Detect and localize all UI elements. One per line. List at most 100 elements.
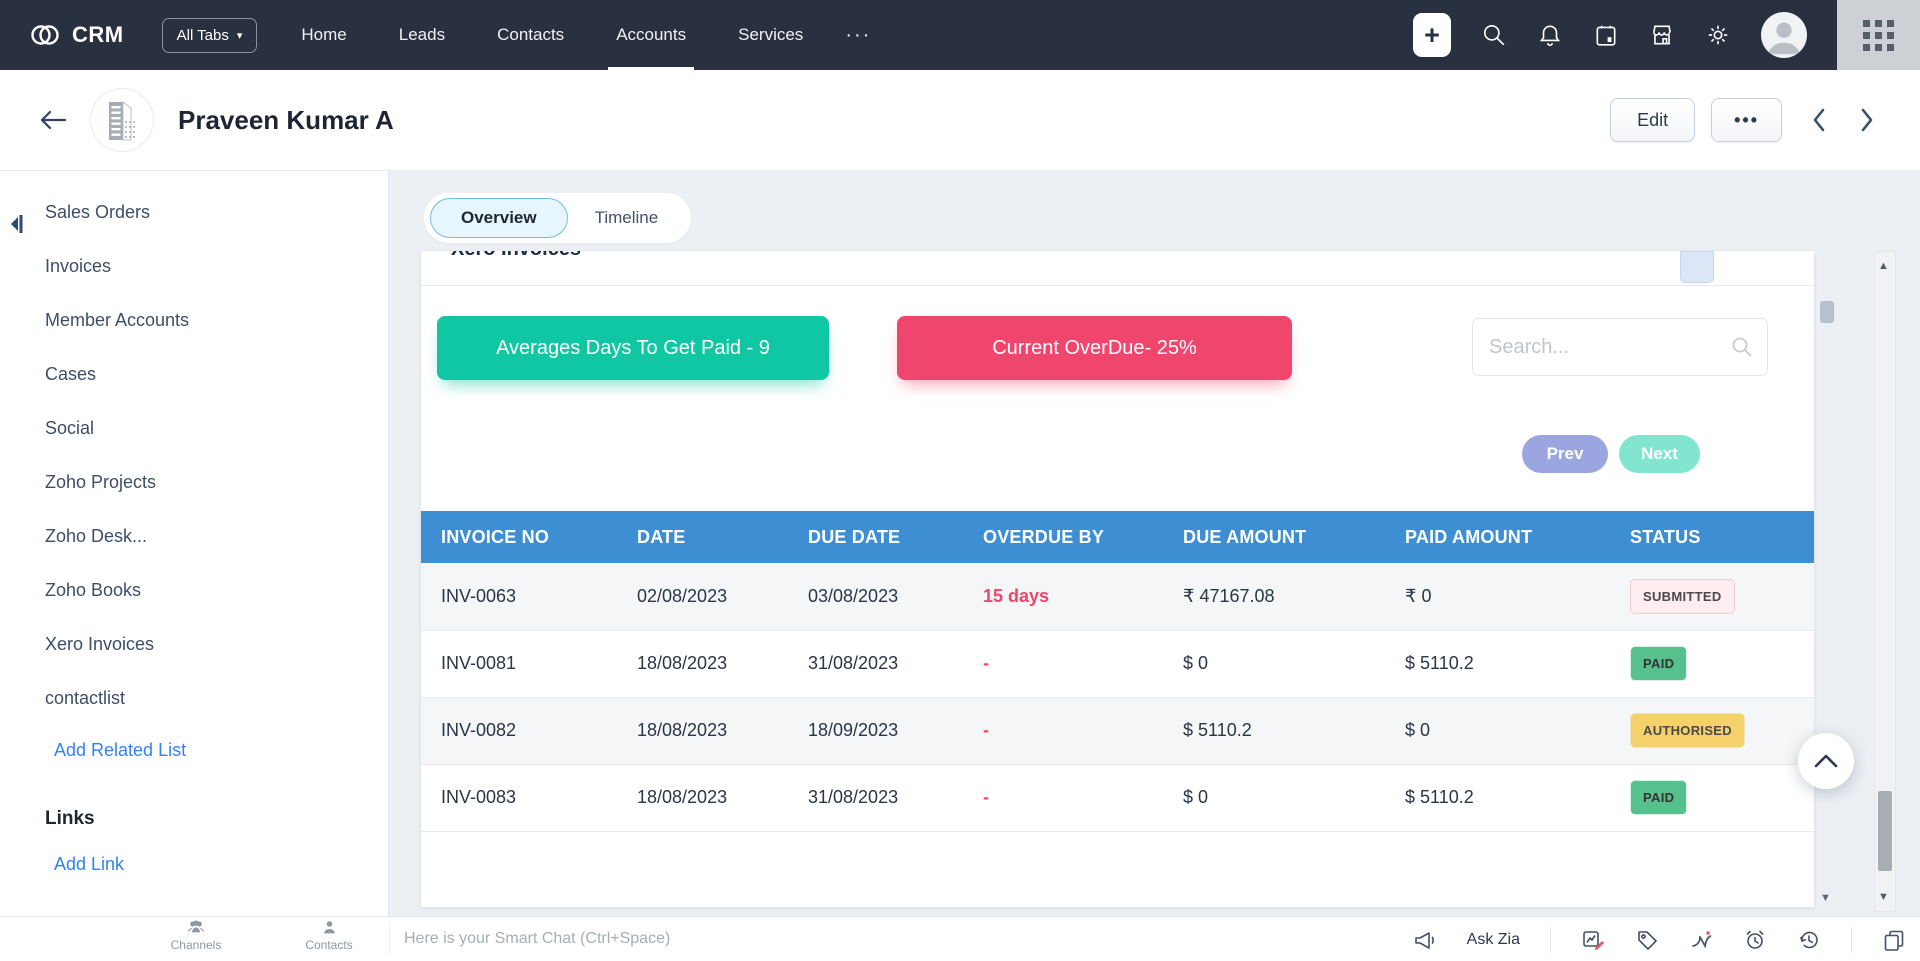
- column-header-date: DATE: [637, 511, 808, 563]
- brand[interactable]: CRM: [28, 18, 124, 52]
- zia-icon[interactable]: [1689, 928, 1713, 952]
- nav-item-home[interactable]: Home: [301, 25, 347, 44]
- history-icon[interactable]: [1797, 928, 1821, 952]
- cell-invoice-no: INV-0081: [421, 630, 637, 698]
- widget-scrollbar-thumb[interactable]: [1820, 301, 1834, 323]
- cell-overdue-by: -: [983, 630, 1183, 698]
- next-button[interactable]: Next: [1619, 435, 1700, 473]
- pagination: Prev Next: [1522, 435, 1700, 473]
- search-icon[interactable]: [1481, 22, 1507, 48]
- contacts-tab[interactable]: Contacts: [274, 919, 384, 952]
- next-record-icon[interactable]: [1856, 106, 1878, 134]
- content-scrollbar-thumb[interactable]: [1878, 791, 1892, 871]
- scroll-down-icon[interactable]: ▼: [1820, 892, 1831, 904]
- sidebar-item-zoho-projects[interactable]: Zoho Projects: [45, 471, 157, 492]
- prev-button[interactable]: Prev: [1522, 435, 1608, 473]
- divider: [1550, 926, 1551, 953]
- nav-item-leads[interactable]: Leads: [398, 25, 446, 44]
- nav-item-accounts[interactable]: Accounts: [608, 0, 695, 70]
- marketplace-icon[interactable]: [1649, 22, 1675, 48]
- chevron-up-icon: [1814, 754, 1838, 768]
- scroll-to-top-button[interactable]: [1798, 733, 1854, 789]
- add-link-link[interactable]: Add Link: [54, 853, 125, 874]
- previous-record-icon[interactable]: [1808, 106, 1830, 134]
- more-actions-button[interactable]: •••: [1711, 98, 1782, 142]
- cell-invoice-no: INV-0082: [421, 697, 637, 765]
- widget-action-button[interactable]: [1680, 251, 1714, 283]
- alarm-clock-icon[interactable]: [1743, 928, 1767, 952]
- links-section-header: Links: [45, 808, 95, 829]
- bell-icon[interactable]: [1537, 22, 1563, 48]
- record-tabs: Overview Timeline: [424, 193, 692, 243]
- smart-chat-input[interactable]: [404, 923, 1360, 955]
- divider: [421, 285, 1814, 286]
- megaphone-icon[interactable]: [1413, 928, 1437, 952]
- apps-grid-button[interactable]: [1837, 0, 1920, 70]
- nav-more-button[interactable]: ···: [845, 23, 872, 46]
- nav-item-contacts[interactable]: Contacts: [497, 25, 565, 44]
- cell-due-amount: $ 0: [1183, 630, 1405, 698]
- sidebar-item-member-accounts[interactable]: Member Accounts: [45, 309, 190, 330]
- user-avatar[interactable]: [1761, 12, 1807, 58]
- cell-paid-amount: $ 0: [1405, 697, 1630, 765]
- contacts-icon: [323, 921, 335, 934]
- brand-name: CRM: [72, 22, 124, 47]
- add-related-list-link[interactable]: Add Related List: [54, 739, 187, 760]
- calendar-icon[interactable]: [1593, 22, 1619, 48]
- nav-right: +: [1413, 0, 1920, 70]
- table-row-inv-0083[interactable]: INV-0083 18/08/2023 31/08/2023- $ 0 $ 5110.2…: [421, 764, 1814, 832]
- cell-status: AUTHORISED: [1630, 697, 1814, 765]
- sidebar-item-xero-invoices[interactable]: Xero Invoices: [45, 633, 155, 654]
- ask-zia-button[interactable]: Ask Zia: [1466, 930, 1520, 948]
- status-badge: PAID: [1630, 780, 1688, 815]
- channels-icon: [187, 920, 205, 933]
- tab-overview[interactable]: Overview: [430, 198, 568, 238]
- cell-paid-amount: $ 5110.2: [1405, 764, 1630, 832]
- sidebar-item-sales-orders[interactable]: Sales Orders: [45, 201, 151, 222]
- column-header-invoice-no: INVOICE NO: [421, 511, 637, 563]
- cell-due-amount: ₹ 47167.08: [1183, 563, 1405, 631]
- sidebar-item-invoices[interactable]: Invoices: [45, 255, 112, 276]
- sidebar-item-zoho-desk[interactable]: Zoho Desk...: [45, 525, 148, 546]
- back-arrow-icon[interactable]: [38, 108, 68, 132]
- all-tabs-dropdown[interactable]: All Tabs ▾: [161, 17, 258, 53]
- scroll-down-icon[interactable]: ▼: [1878, 891, 1889, 903]
- search-input[interactable]: [1472, 318, 1768, 376]
- content-scrollbar: ▲ ▼: [1874, 251, 1896, 912]
- cell-due-date: 31/08/2023: [808, 630, 983, 698]
- table-row-inv-0082[interactable]: INV-0082 18/08/2023 18/09/2023- $ 5110.2 $ 0…: [421, 697, 1814, 765]
- widget-title-clipped: Xero Invoices: [451, 251, 581, 262]
- scroll-up-icon[interactable]: ▲: [1878, 260, 1889, 272]
- tab-timeline[interactable]: Timeline: [594, 208, 659, 227]
- nav-item-services[interactable]: Services: [738, 25, 804, 44]
- settings-icon[interactable]: [1705, 22, 1731, 48]
- column-header-due-amount: DUE AMOUNT: [1183, 511, 1405, 563]
- sidebar-item-contactlist[interactable]: contactlist: [45, 687, 126, 708]
- nav-links: Home Leads Contacts Accounts Services: [301, 0, 803, 70]
- search-icon: [1732, 337, 1752, 357]
- current-overdue-button[interactable]: Current OverDue- 25%: [897, 316, 1292, 380]
- invoices-table: INVOICE NO DATE DUE DATE OVERDUE BY DUE AMOU…: [421, 511, 1814, 832]
- top-navigation: CRM All Tabs ▾ Home Leads Contacts Accounts…: [0, 0, 1920, 70]
- sidebar-item-cases[interactable]: Cases: [45, 363, 97, 384]
- channels-tab[interactable]: Channels: [141, 919, 251, 952]
- edit-button[interactable]: Edit: [1610, 98, 1696, 142]
- status-badge: SUBMITTED: [1630, 578, 1735, 614]
- avg-days-to-get-paid-button[interactable]: Averages Days To Get Paid - 9: [437, 316, 829, 380]
- cell-date: 02/08/2023: [637, 563, 808, 631]
- xero-invoices-widget: Xero Invoices Averages Days To Get Paid …: [421, 251, 1814, 907]
- cell-status: PAID: [1630, 630, 1814, 698]
- table-row-inv-0063[interactable]: INV-0063 02/08/2023 03/08/2023 15 days ₹ 471…: [421, 563, 1814, 631]
- cell-due-date: 31/08/2023: [808, 764, 983, 832]
- quick-create-button[interactable]: +: [1413, 13, 1451, 57]
- chevron-down-icon: ▾: [236, 29, 243, 42]
- smart-chat-bar: Channels Contacts Ask Zia: [0, 916, 1920, 961]
- sheets-icon[interactable]: [1882, 928, 1906, 952]
- chart-edit-icon[interactable]: [1581, 928, 1605, 952]
- table-row-inv-0081[interactable]: INV-0081 18/08/2023 31/08/2023- $ 0 $ 5110.2…: [421, 630, 1814, 698]
- sidebar-item-social[interactable]: Social: [45, 417, 95, 438]
- tag-icon[interactable]: [1635, 928, 1659, 952]
- collapse-sidebar-icon[interactable]: [8, 211, 24, 237]
- sidebar-item-zoho-books[interactable]: Zoho Books: [45, 579, 142, 600]
